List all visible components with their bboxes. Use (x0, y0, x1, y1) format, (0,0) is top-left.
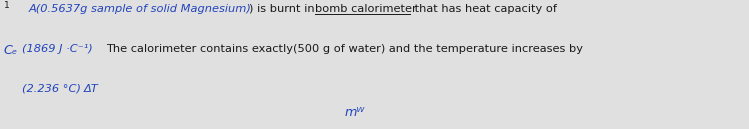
Text: The calorimeter contains exactly(500 g of water) and the temperature increases b: The calorimeter contains exactly(500 g o… (106, 44, 583, 54)
Text: bomb calorimeter: bomb calorimeter (315, 4, 416, 14)
Text: (1869 J ·C⁻¹): (1869 J ·C⁻¹) (22, 44, 93, 54)
Text: mᵂ: mᵂ (345, 106, 365, 119)
Text: Cₑ: Cₑ (4, 44, 18, 57)
Text: ΔT: ΔT (84, 84, 99, 94)
Text: A(0.5637g sample of solid Magnesium): A(0.5637g sample of solid Magnesium) (28, 4, 252, 14)
Text: 1: 1 (4, 1, 10, 10)
Text: that has heat capacity of: that has heat capacity of (411, 4, 557, 14)
Text: ) is burnt in: ) is burnt in (249, 4, 318, 14)
Text: (2.236 °C): (2.236 °C) (22, 84, 82, 94)
